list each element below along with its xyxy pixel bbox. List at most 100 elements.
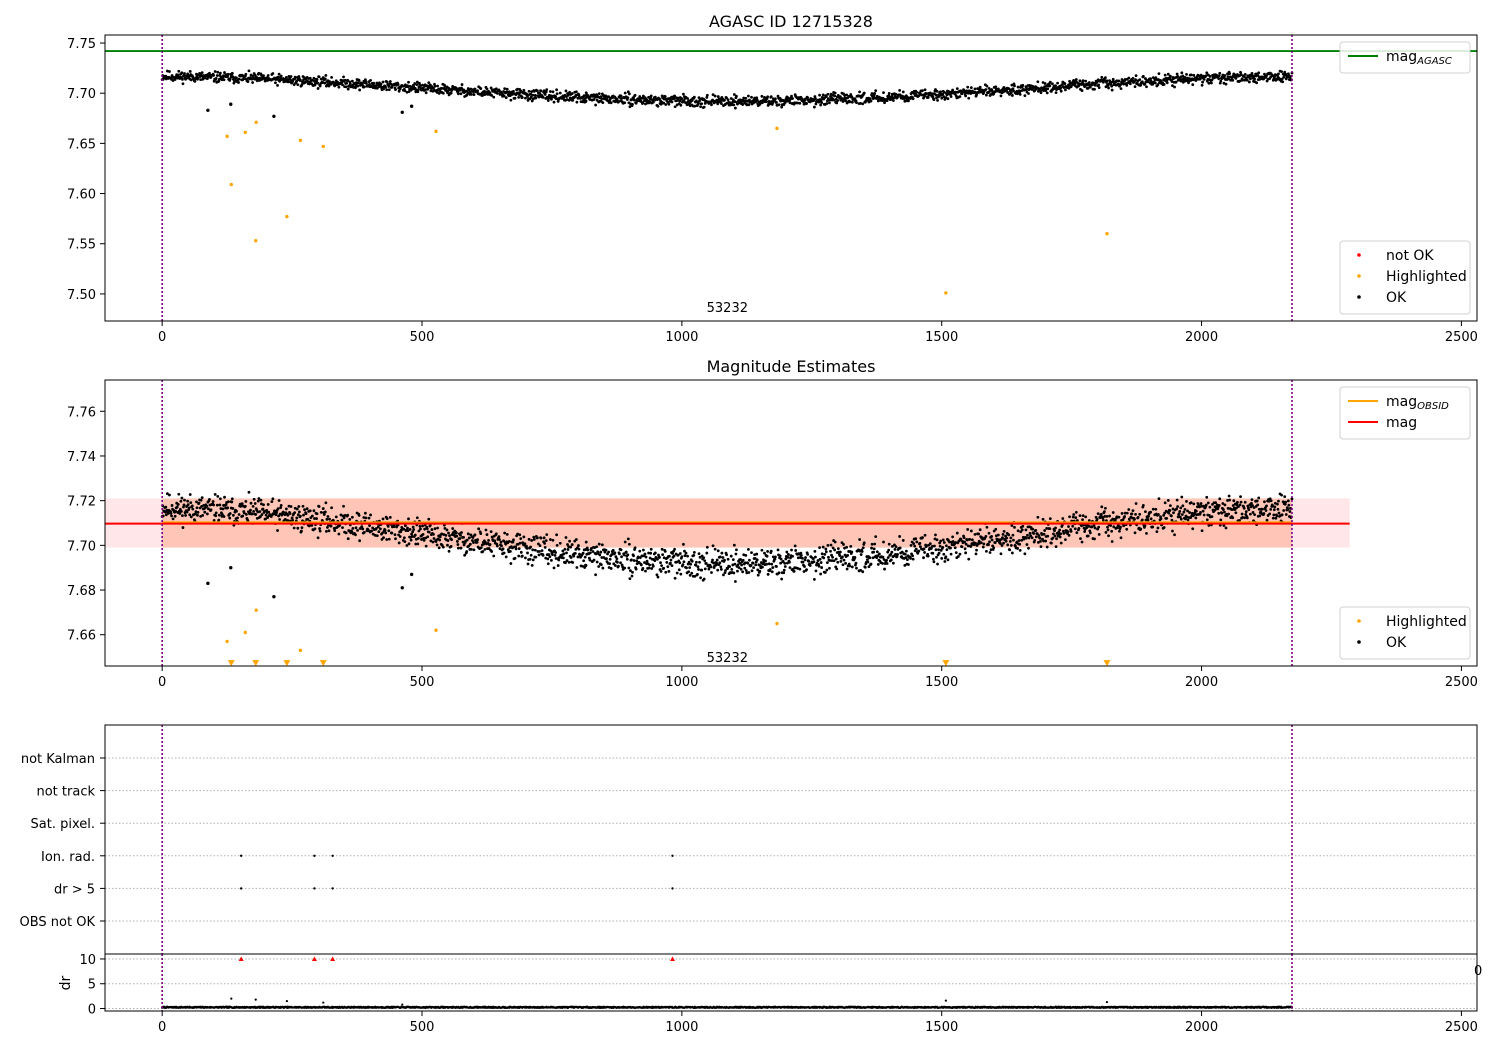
data-point [1228,72,1232,76]
data-point [1206,501,1210,505]
data-point [517,93,521,97]
data-point [249,508,252,512]
data-point [731,558,735,562]
data-point [833,548,837,552]
data-point [1243,500,1247,504]
data-point [532,535,536,539]
data-point [1156,83,1160,87]
data-point [874,89,878,93]
data-point [193,79,197,83]
data-point [817,564,821,568]
data-point [741,103,745,106]
data-point [1159,517,1163,521]
data-point [342,504,345,508]
data-point [1149,510,1153,514]
data-point [622,553,626,557]
data-point [393,533,397,537]
data-point [1246,504,1250,508]
data-point [253,502,257,505]
data-point [999,552,1003,556]
data-point [984,88,988,91]
data-point [325,517,329,521]
data-point [295,507,299,511]
data-point [533,548,537,552]
data-point [903,552,907,556]
data-point [890,550,894,554]
x-tick-label: 1500 [925,675,958,690]
data-point [387,537,391,541]
data-point [237,81,240,84]
data-point [720,551,724,555]
legend-label: mag [1386,415,1417,431]
data-point [485,87,489,91]
data-point [254,608,258,612]
data-point [507,539,511,543]
data-point [862,91,866,95]
data-point [1175,72,1179,76]
data-point [562,552,566,556]
data-point [1280,513,1284,517]
data-point [469,548,473,551]
data-point [229,182,233,187]
data-point [1060,83,1064,86]
data-point [693,574,697,578]
data-point [1162,513,1166,517]
data-point [1074,510,1078,514]
data-point [678,561,682,565]
data-point [660,547,664,551]
data-point [1179,506,1183,510]
data-point [1006,543,1010,547]
data-point [985,84,989,88]
data-point [584,99,588,103]
data-point [805,102,808,105]
data-point [308,509,312,513]
data-point [743,566,747,570]
data-point [430,528,434,531]
data-point [230,500,234,504]
data-point [224,503,228,507]
y-tick-label: 7.68 [67,584,96,599]
data-point [901,90,905,94]
data-point [969,545,973,548]
data-point [488,91,492,95]
data-point [1111,517,1115,521]
data-point [546,557,550,561]
data-point [394,537,397,541]
data-point [462,88,465,92]
data-point [716,568,720,572]
data-point [926,554,930,558]
data-point [525,544,528,548]
data-point [794,549,798,552]
obsid-annotation: 53232 [707,301,748,316]
data-point [504,542,508,546]
plot-area [105,954,1477,1011]
data-point [699,105,702,109]
data-point [574,90,578,94]
data-point [1219,79,1223,83]
data-point [626,537,630,541]
legend-box [1339,606,1471,660]
data-point [964,551,968,555]
data-point [532,89,536,93]
data-point [633,546,637,550]
data-point [456,92,460,96]
data-point [407,542,411,546]
data-point [390,86,394,89]
data-point [462,543,466,547]
data-point [1009,91,1013,95]
data-point [709,565,713,569]
data-point [177,69,181,73]
data-point [321,507,325,510]
data-point [419,84,422,88]
data-point [801,556,804,560]
data-point [351,526,355,530]
data-point [619,548,623,552]
data-point [719,568,723,571]
data-point [1194,509,1198,513]
data-point [702,556,706,560]
data-point [1117,524,1120,527]
data-point [1287,503,1291,507]
data-point [329,524,333,528]
data-point [437,546,441,550]
data-point [259,498,263,502]
